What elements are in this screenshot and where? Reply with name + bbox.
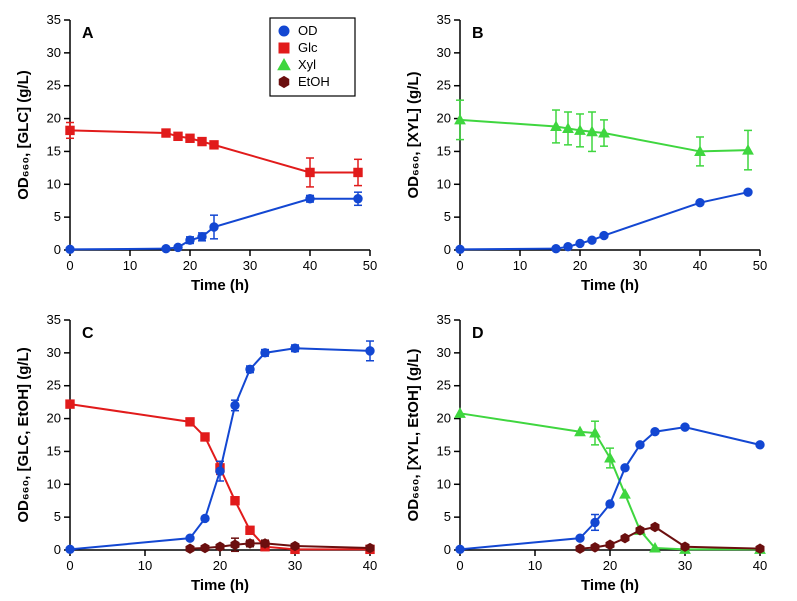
series-xyl [455,100,753,170]
xtick-label: 40 [693,258,707,273]
xtick-label: 20 [573,258,587,273]
ytick-label: 20 [47,411,61,426]
ytick-label: 10 [47,176,61,191]
xtick-label: 10 [528,558,542,573]
xlabel: Time (h) [581,277,639,294]
ytick-label: 5 [54,209,61,224]
xtick-label: 20 [183,258,197,273]
panel-letter: C [82,325,94,342]
ytick-label: 15 [47,143,61,158]
xtick-label: 40 [753,558,767,573]
ytick-label: 35 [47,312,61,327]
ytick-label: 0 [444,242,451,257]
xlabel: Time (h) [191,277,249,294]
ytick-label: 25 [437,78,451,93]
xtick-label: 20 [603,558,617,573]
ytick-label: 20 [437,411,451,426]
xtick-label: 20 [213,558,227,573]
series-od [66,341,374,554]
legend-label: Glc [298,40,318,55]
ytick-label: 20 [437,111,451,126]
xtick-label: 50 [363,258,377,273]
ytick-label: 5 [54,509,61,524]
xtick-label: 30 [633,258,647,273]
ylabel: OD₆₆₀, [GLC] (g/L) [15,70,32,200]
ytick-label: 0 [54,242,61,257]
panel-letter: B [472,25,484,42]
panel-D: 0 10 20 30 40 0 5 10 15 20 25 30 35 Time (h) OD₆₆₀, [X… [405,312,767,594]
xtick-label: 0 [66,558,73,573]
ylabel: OD₆₆₀, [XYL] (g/L) [405,71,422,198]
xtick-label: 30 [678,558,692,573]
xtick-label: 40 [363,558,377,573]
panel-letter: D [472,325,484,342]
xtick-label: 0 [66,258,73,273]
ytick-label: 25 [47,78,61,93]
legend-label: OD [298,23,318,38]
ytick-label: 5 [444,209,451,224]
xtick-label: 30 [243,258,257,273]
xtick-label: 10 [123,258,137,273]
ytick-label: 30 [47,345,61,360]
series-xyl [455,408,765,553]
ytick-label: 15 [437,143,451,158]
ytick-label: 15 [47,443,61,458]
xtick-label: 50 [753,258,767,273]
legend-label: Xyl [298,57,316,72]
ytick-label: 35 [437,12,451,27]
xtick-label: 0 [456,258,463,273]
series-etoh [186,538,374,553]
ytick-label: 5 [444,509,451,524]
xtick-label: 40 [303,258,317,273]
ytick-label: 25 [47,378,61,393]
ytick-label: 35 [437,312,451,327]
ytick-label: 30 [437,45,451,60]
legend-label: EtOH [298,74,330,89]
ytick-label: 10 [47,476,61,491]
panel-C: 0 10 20 30 40 0 5 10 15 20 25 30 35 Time (h) OD₆₆₀, [G… [15,312,377,594]
figure-container: 0102030405005101520253035Time (h)OD₆₆₀, … [0,0,797,596]
ytick-label: 20 [47,111,61,126]
series-od [456,423,764,554]
xlabel: Time (h) [581,577,639,594]
ytick-label: 30 [47,45,61,60]
xlabel: Time (h) [191,577,249,594]
ytick-label: 0 [444,542,451,557]
xtick-label: 10 [138,558,152,573]
series-od [456,188,752,254]
series-od [66,192,362,253]
ylabel: OD₆₆₀, [GLC, EtOH] (g/L) [15,347,32,522]
ytick-label: 15 [437,443,451,458]
xtick-label: 0 [456,558,463,573]
xtick-label: 10 [513,258,527,273]
ytick-label: 25 [437,378,451,393]
ylabel: OD₆₆₀, [XYL, EtOH] (g/L) [405,349,422,522]
xtick-label: 30 [288,558,302,573]
panel-B: 0 10 20 30 40 50 0 5 10 15 20 25 30 35 Time (h) OD₆₆₀, … [405,12,767,294]
series-glc [66,123,362,187]
ytick-label: 10 [437,176,451,191]
figure-svg: 0102030405005101520253035Time (h)OD₆₆₀, … [0,0,797,596]
ytick-label: 0 [54,542,61,557]
ytick-label: 35 [47,12,61,27]
legend: OD Glc Xyl EtOH [270,18,355,96]
ytick-label: 30 [437,345,451,360]
ytick-label: 10 [437,476,451,491]
panel-letter: A [82,25,94,42]
